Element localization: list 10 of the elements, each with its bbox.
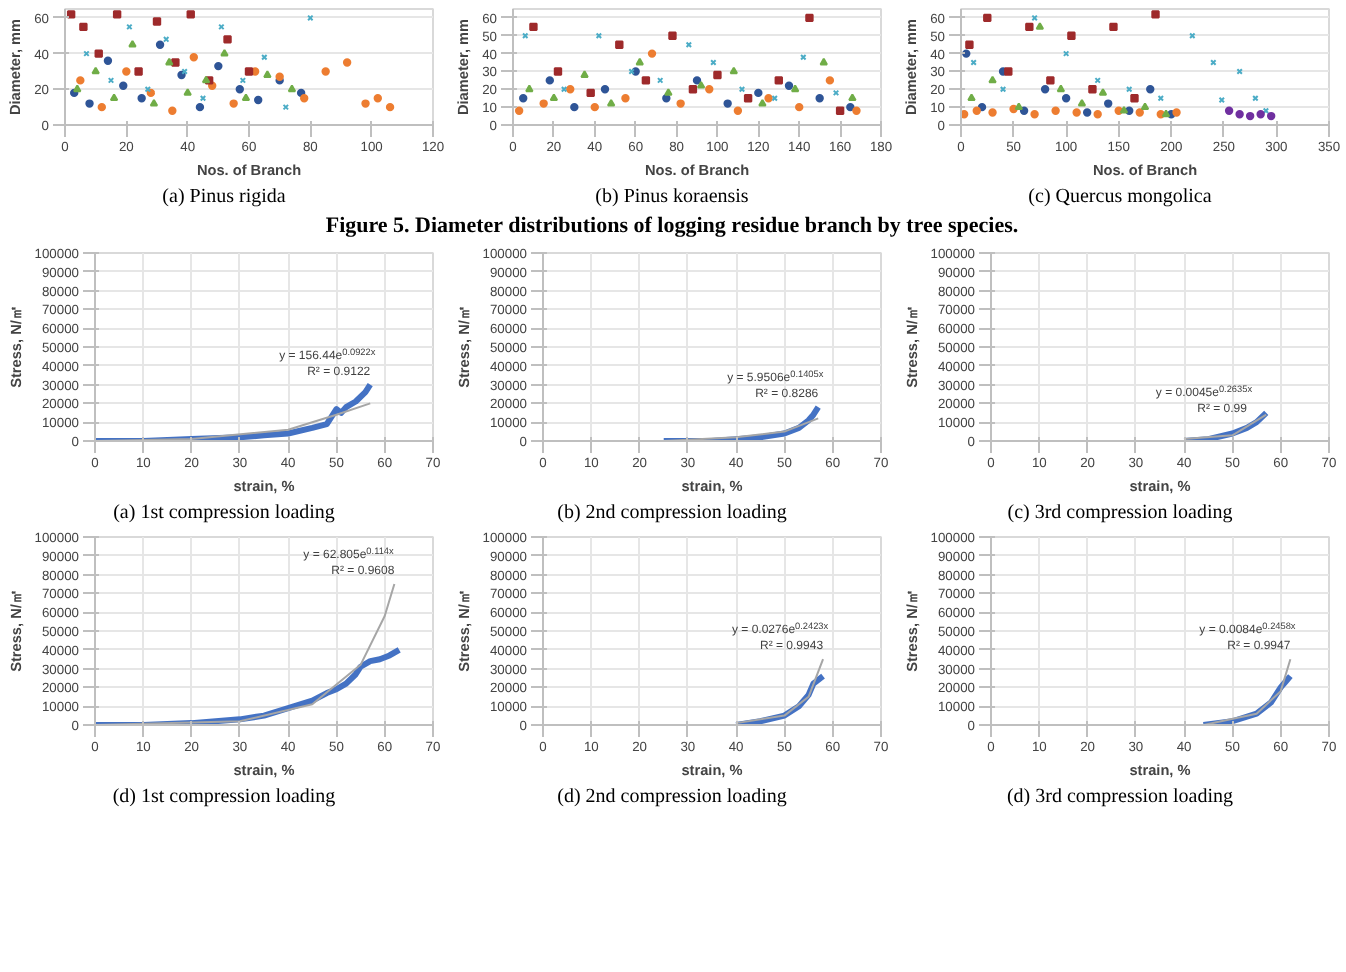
text: (c) Quercus mongolica bbox=[1028, 184, 1212, 212]
text: (d) 1st compression loading bbox=[112, 784, 336, 813]
text: (c) 3rd compression loading bbox=[1007, 499, 1233, 528]
text: (d) 3rd compression loading bbox=[1006, 784, 1234, 813]
text: (a) Pinus rigida bbox=[162, 184, 286, 212]
text: (a) 1st compression loading bbox=[113, 499, 335, 528]
text: (b) Pinus koraensis bbox=[595, 184, 749, 212]
caption: Figure 5. Diameter distributions of logging residue branch by tree species. bbox=[325, 212, 1019, 243]
text: (b) 2nd compression loading bbox=[557, 499, 787, 528]
text: (d) 2nd compression loading bbox=[557, 784, 787, 813]
